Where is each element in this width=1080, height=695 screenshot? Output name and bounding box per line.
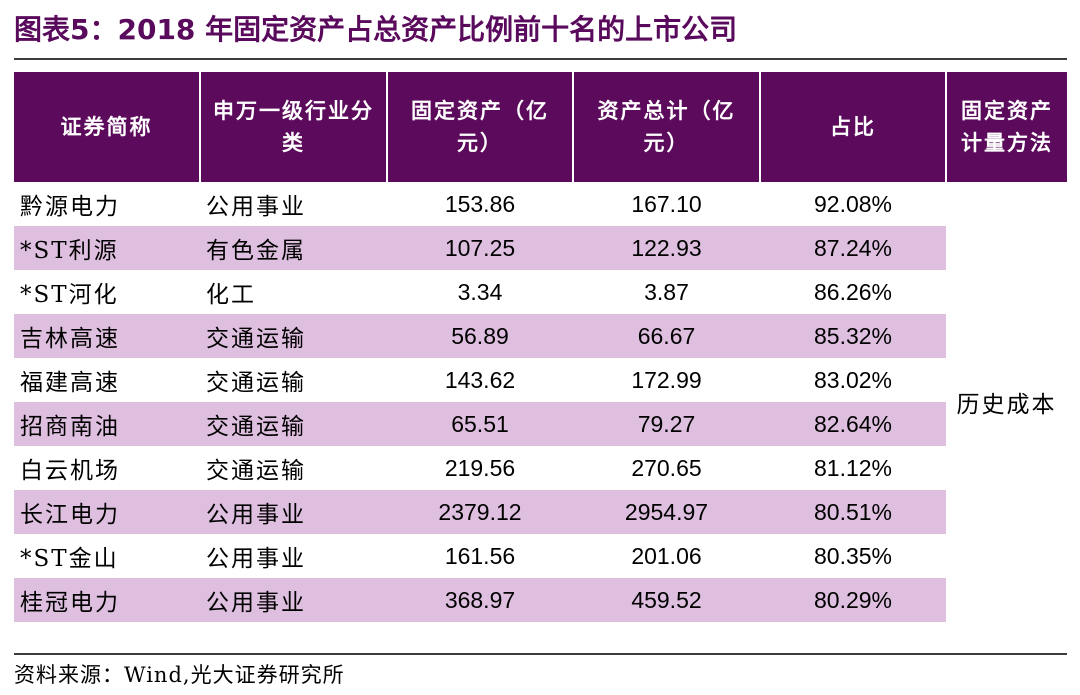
cell-fixed-assets: 56.89 <box>387 314 573 358</box>
cell-fixed-assets: 2379.12 <box>387 490 573 534</box>
cell-fixed-assets: 107.25 <box>387 226 573 270</box>
title-divider <box>14 58 1067 60</box>
cell-fixed-assets: 161.56 <box>387 534 573 578</box>
column-header-ratio: 占比 <box>759 72 946 182</box>
cell-total-assets: 270.65 <box>573 446 760 490</box>
cell-industry: 有色金属 <box>200 226 387 270</box>
table-row: 桂冠电力 公用事业 368.97 459.52 80.29% <box>14 578 1067 622</box>
cell-name: 招商南油 <box>14 402 200 446</box>
cell-name: *ST河化 <box>14 270 200 314</box>
cell-total-assets: 122.93 <box>573 226 760 270</box>
table-row: 黔源电力 公用事业 153.86 167.10 92.08% 历史成本 <box>14 182 1067 622</box>
cell-fixed-assets: 219.56 <box>387 446 573 490</box>
page-title: 图表5：2018 年固定资产占总资产比例前十名的上市公司 <box>14 13 738 46</box>
cell-total-assets: 3.87 <box>573 270 760 314</box>
cell-name: 桂冠电力 <box>14 578 200 622</box>
cell-total-assets: 459.52 <box>573 578 760 622</box>
table-row: 长江电力 公用事业 2379.12 2954.97 80.51% <box>14 490 1067 534</box>
data-table: 证券简称 申万一级行业分类 固定资产（亿元） 资产总计（亿元） 占比 固定资产计… <box>14 72 1067 622</box>
cell-method: 历史成本 <box>946 182 1067 622</box>
cell-industry: 交通运输 <box>200 358 387 402</box>
cell-total-assets: 201.06 <box>573 534 760 578</box>
cell-industry: 交通运输 <box>200 402 387 446</box>
cell-industry: 公用事业 <box>200 578 387 622</box>
cell-name: 长江电力 <box>14 490 200 534</box>
cell-ratio: 82.64% <box>760 402 946 446</box>
cell-ratio: 87.24% <box>760 226 946 270</box>
cell-industry: 公用事业 <box>200 534 387 578</box>
cell-name: *ST利源 <box>14 226 200 270</box>
cell-fixed-assets: 368.97 <box>387 578 573 622</box>
cell-total-assets: 172.99 <box>573 358 760 402</box>
cell-ratio: 80.51% <box>760 490 946 534</box>
cell-ratio: 86.26% <box>760 270 946 314</box>
cell-total-assets: 66.67 <box>573 314 760 358</box>
cell-industry: 化工 <box>200 270 387 314</box>
cell-name: 吉林高速 <box>14 314 200 358</box>
cell-ratio: 92.08% <box>760 182 946 226</box>
cell-fixed-assets: 143.62 <box>387 358 573 402</box>
cell-industry: 交通运输 <box>200 446 387 490</box>
column-header-fixed-assets: 固定资产（亿元） <box>386 72 573 182</box>
cell-fixed-assets: 3.34 <box>387 270 573 314</box>
cell-name: *ST金山 <box>14 534 200 578</box>
table-row: 白云机场 交通运输 219.56 270.65 81.12% <box>14 446 1067 490</box>
cell-ratio: 85.32% <box>760 314 946 358</box>
cell-name: 黔源电力 <box>14 182 200 226</box>
cell-ratio: 80.35% <box>760 534 946 578</box>
table-row: 福建高速 交通运输 143.62 172.99 83.02% <box>14 358 1067 402</box>
cell-ratio: 80.29% <box>760 578 946 622</box>
table-row: *ST河化 化工 3.34 3.87 86.26% <box>14 270 1067 314</box>
cell-fixed-assets: 65.51 <box>387 402 573 446</box>
cell-industry: 公用事业 <box>200 490 387 534</box>
cell-total-assets: 79.27 <box>573 402 760 446</box>
footer-divider <box>14 653 1067 655</box>
cell-total-assets: 167.10 <box>573 182 760 226</box>
table-header-row: 证券简称 申万一级行业分类 固定资产（亿元） 资产总计（亿元） 占比 固定资产计… <box>14 72 1067 182</box>
table-row: *ST利源 有色金属 107.25 122.93 87.24% <box>14 226 1067 270</box>
table-row: *ST金山 公用事业 161.56 201.06 80.35% <box>14 534 1067 578</box>
cell-industry: 交通运输 <box>200 314 387 358</box>
column-header-name: 证券简称 <box>14 72 200 182</box>
cell-total-assets: 2954.97 <box>573 490 760 534</box>
column-header-industry: 申万一级行业分类 <box>199 72 387 182</box>
cell-ratio: 83.02% <box>760 358 946 402</box>
cell-name: 福建高速 <box>14 358 200 402</box>
table-row: 吉林高速 交通运输 56.89 66.67 85.32% <box>14 314 1067 358</box>
column-header-total-assets: 资产总计（亿元） <box>572 72 760 182</box>
cell-ratio: 81.12% <box>760 446 946 490</box>
source-note: 资料来源：Wind,光大证券研究所 <box>14 663 345 687</box>
column-header-method: 固定资产计量方法 <box>945 72 1067 182</box>
cell-industry: 公用事业 <box>200 182 387 226</box>
table-row: 招商南油 交通运输 65.51 79.27 82.64% <box>14 402 1067 446</box>
cell-fixed-assets: 153.86 <box>387 182 573 226</box>
cell-name: 白云机场 <box>14 446 200 490</box>
